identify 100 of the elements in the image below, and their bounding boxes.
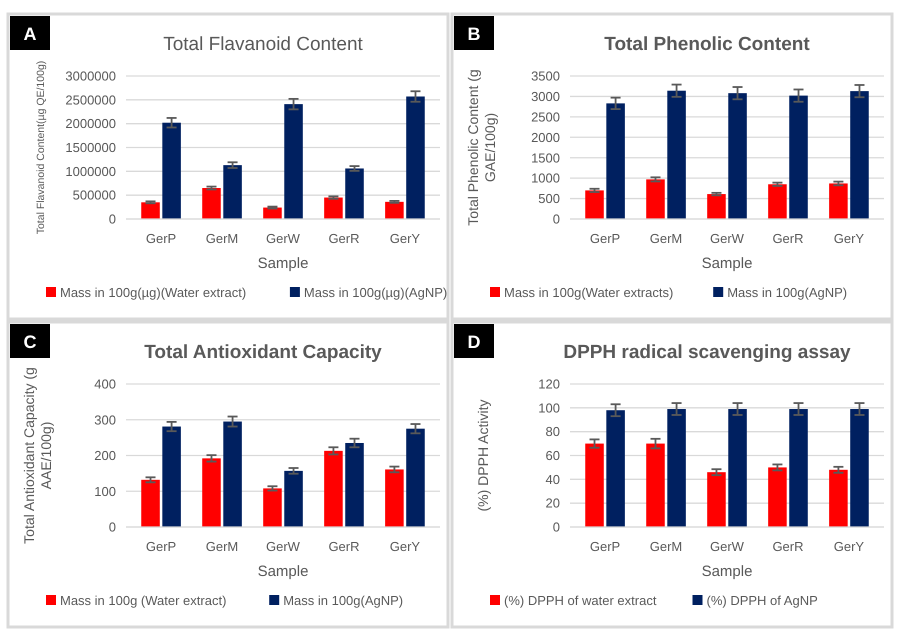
bar xyxy=(646,179,665,219)
text: A xyxy=(24,24,36,44)
bar xyxy=(223,165,242,219)
y-tick-label: 100 xyxy=(538,400,560,416)
y-tick-label: 0 xyxy=(552,520,560,535)
x-tick-label: GerR xyxy=(772,231,804,246)
x-tick-label: GerW xyxy=(266,231,301,246)
y-tick-label: 3000000 xyxy=(65,68,116,84)
chart-title: DPPH radical scavenging assay xyxy=(563,342,852,363)
y-tick-label: 0 xyxy=(108,212,116,227)
y-tick-label: 500 xyxy=(538,191,560,206)
x-tick-label: GerM xyxy=(206,231,238,246)
y-tick-label: 2000000 xyxy=(65,116,116,132)
bar xyxy=(141,480,160,527)
x-tick-label: GerR xyxy=(328,539,360,554)
y-tick-label: 400 xyxy=(94,376,116,392)
x-tick-label: GerP xyxy=(146,231,176,246)
x-axis-title: Sample xyxy=(702,255,752,272)
x-tick-label: GerP xyxy=(590,231,620,246)
legend-label: Mass in 100g(µg)(Water extract) xyxy=(60,285,246,300)
bar xyxy=(728,93,747,219)
x-tick-label: GerP xyxy=(146,539,176,554)
x-tick-label: GerY xyxy=(390,539,420,554)
y-tick-label: 2500000 xyxy=(65,92,116,108)
y-tick-label: 60 xyxy=(546,448,560,464)
y-axis-title: Total Flavanoid Content(µg QE/100g) xyxy=(35,60,47,234)
y-tick-label: 2000 xyxy=(531,130,560,145)
bar xyxy=(141,202,160,219)
y-tick-label: 100 xyxy=(94,484,116,499)
legend-label: Mass in 100g(AgNP) xyxy=(283,593,404,608)
legend-label: (%) DPPH of AgNP xyxy=(706,593,818,608)
bar xyxy=(707,472,726,527)
bar xyxy=(223,422,242,527)
bar xyxy=(667,90,686,219)
bar xyxy=(789,409,808,527)
x-tick-label: GerY xyxy=(834,231,864,246)
bar xyxy=(768,184,787,219)
y-tick-label: 1000000 xyxy=(65,164,116,179)
x-axis-title: Sample xyxy=(258,255,308,272)
x-tick-label: GerM xyxy=(650,231,682,246)
x-tick-label: GerW xyxy=(710,231,745,246)
y-tick-label: 20 xyxy=(546,496,560,511)
y-tick-label: 200 xyxy=(94,448,116,464)
x-tick-label: GerW xyxy=(710,539,745,554)
y-tick-label: 120 xyxy=(538,376,560,392)
bar xyxy=(202,188,221,219)
x-axis-title: Sample xyxy=(258,563,308,580)
legend-label: (%) DPPH of water extract xyxy=(504,593,657,608)
x-tick-label: GerR xyxy=(772,539,804,554)
x-axis-title: Sample xyxy=(702,563,752,580)
bar xyxy=(162,122,181,219)
x-tick-label: GerY xyxy=(834,539,864,554)
chart-title: Total Phenolic Content xyxy=(604,34,810,55)
legend-label: Mass in 100g(µg)(AgNP) xyxy=(304,285,448,300)
legend-label: Mass in 100g (Water extract) xyxy=(60,593,226,608)
x-tick-label: GerP xyxy=(590,539,620,554)
bar xyxy=(284,104,303,219)
y-axis-title: Total Phenolic Content (g GAE/100g) xyxy=(465,69,498,226)
y-tick-label: 3500 xyxy=(531,68,560,84)
bar xyxy=(606,410,625,527)
bar xyxy=(263,208,282,219)
y-axis-title: (%) DPPH Activity xyxy=(475,399,491,512)
y-tick-label: 80 xyxy=(546,424,560,440)
y-tick-label: 0 xyxy=(552,212,560,227)
text: B xyxy=(468,24,480,44)
text: C xyxy=(24,332,36,352)
x-tick-label: GerR xyxy=(328,231,360,246)
bar xyxy=(707,194,726,219)
bar xyxy=(829,183,848,219)
bar xyxy=(324,198,343,219)
y-tick-label: 1000 xyxy=(531,170,560,186)
y-tick-label: 500000 xyxy=(72,188,116,203)
bar xyxy=(850,91,869,219)
bar xyxy=(850,409,869,527)
bar xyxy=(667,409,686,527)
y-tick-label: 1500 xyxy=(531,150,560,166)
bar xyxy=(406,96,425,219)
legend-label: Mass in 100g(AgNP) xyxy=(727,285,848,300)
y-tick-label: 1500000 xyxy=(65,140,116,156)
x-tick-label: GerM xyxy=(650,539,682,554)
bar xyxy=(606,103,625,219)
bar xyxy=(728,409,747,527)
bar xyxy=(585,444,604,527)
bar xyxy=(406,428,425,527)
bar xyxy=(162,426,181,527)
bar xyxy=(324,450,343,527)
bar xyxy=(385,202,404,219)
bar xyxy=(585,190,604,219)
bar xyxy=(284,470,303,527)
y-axis-title: Total Antioxidant Capacity (g AAE/100g) xyxy=(21,367,54,544)
text: D xyxy=(468,332,480,352)
y-tick-label: 3000 xyxy=(531,88,560,104)
y-tick-label: 300 xyxy=(94,412,116,428)
x-tick-label: GerM xyxy=(206,539,238,554)
bar xyxy=(829,470,848,527)
chart-title: Total Flavanoid Content xyxy=(163,34,364,55)
x-tick-label: GerY xyxy=(390,231,420,246)
y-tick-label: 40 xyxy=(546,472,560,487)
bar xyxy=(345,168,364,219)
bar xyxy=(263,488,282,527)
